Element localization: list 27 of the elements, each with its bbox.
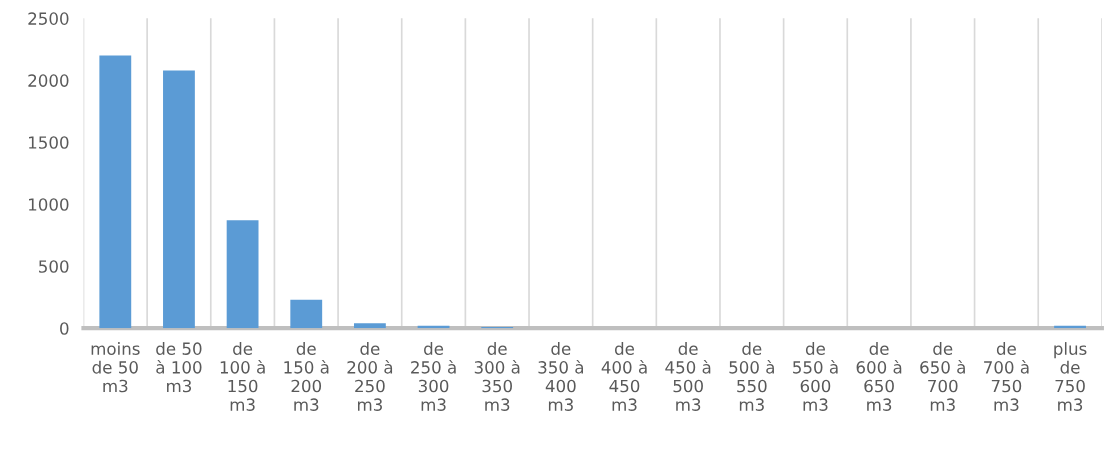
x-tick-label: de 50 à 100 m3	[156, 342, 202, 393]
y-tick-label: 500	[39, 260, 69, 273]
x-tick-label: moins de 50 m3	[91, 342, 140, 393]
x-tick-label: de 450 à 500 m3	[665, 342, 711, 411]
y-tick-label: 0	[60, 322, 69, 335]
x-tick-label: de 600 à 650 m3	[856, 342, 902, 411]
x-tick-label: de 350 à 400 m3	[538, 342, 583, 411]
x-tick-label: de 550 à 600 m3	[793, 342, 838, 411]
y-tick-label: 2500	[28, 12, 69, 25]
bar	[290, 299, 323, 329]
x-tick-label: de 250 à 300 m3	[411, 342, 456, 411]
x-tick-label: de 700 à 750 m3	[984, 342, 1029, 411]
y-tick-label: 2000	[28, 74, 69, 87]
x-tick-label: plus de 750 m3	[1054, 342, 1087, 411]
y-tick-label: 1000	[29, 198, 69, 211]
x-tick-label: de 650 à 700 m3	[920, 342, 965, 411]
x-tick-label: de 400 à 450 m3	[601, 342, 647, 411]
x-tick-label: de 100 à 150 m3	[220, 342, 265, 411]
x-tick-label: de 200 à 250 m3	[347, 342, 393, 411]
y-tick-label: 1500	[29, 136, 69, 149]
x-tick-label: de 300 à 350 m3	[474, 342, 520, 411]
bar	[99, 55, 132, 329]
x-tick-label: de 500 à 550 m3	[729, 342, 774, 411]
bar	[353, 323, 386, 329]
x-tick-label: de 150 à 200 m3	[284, 342, 329, 411]
bar	[226, 220, 259, 329]
bar	[163, 70, 195, 329]
